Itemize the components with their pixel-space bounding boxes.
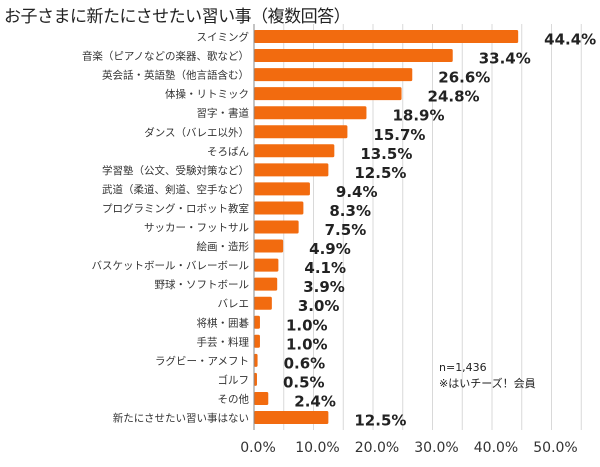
- category-label: 将棋・囲碁: [197, 316, 250, 329]
- x-axis-ticks: 0.0% 10.0% 20.0% 30.0% 40.0% 50.0%: [240, 440, 578, 456]
- value-label: 0.5%: [283, 373, 325, 391]
- value-label: 7.5%: [325, 221, 367, 239]
- bar: [254, 220, 299, 234]
- value-labels: 44.4%33.4%26.6%24.8%18.9%15.7%13.5%12.5%…: [283, 31, 596, 430]
- value-label: 44.4%: [544, 31, 596, 49]
- value-label: 2.4%: [294, 392, 336, 410]
- bar: [254, 258, 279, 272]
- category-label: 体操・リトミック: [165, 88, 249, 101]
- bar: [254, 315, 260, 329]
- x-tick-label: 30.0%: [414, 440, 458, 456]
- category-label: サッカー・フットサル: [144, 222, 249, 234]
- bar: [254, 411, 329, 424]
- bar: [254, 372, 257, 386]
- bars: [254, 30, 519, 424]
- value-label: 0.6%: [284, 354, 326, 372]
- bar: [254, 201, 304, 215]
- value-label: 24.8%: [428, 88, 480, 106]
- value-label: 12.5%: [354, 412, 406, 430]
- value-label: 15.7%: [373, 126, 425, 144]
- bar: [254, 296, 272, 310]
- category-label: ラグビー・アメフト: [155, 354, 249, 367]
- value-label: 26.6%: [438, 69, 490, 87]
- value-label: 33.4%: [479, 50, 531, 68]
- bar: [254, 182, 310, 196]
- category-label: 野球・ソフトボール: [155, 278, 250, 291]
- bar: [254, 144, 335, 158]
- category-label: ダンス（バレエ以外）: [144, 126, 249, 139]
- bar: [254, 277, 278, 291]
- category-label: その他: [218, 392, 250, 405]
- bar: [254, 49, 453, 63]
- bar: [254, 30, 519, 43]
- bar: [254, 239, 284, 253]
- bar: [254, 68, 413, 82]
- source-note: ※はいチーズ！会員: [439, 376, 536, 390]
- category-label: 英会話・英語塾（他言語含む）: [102, 69, 249, 82]
- x-tick-label: 0.0%: [240, 440, 276, 456]
- chart-title: お子さまに新たにさせたい習い事（複数回答）: [4, 7, 351, 27]
- bar: [254, 163, 329, 177]
- category-label: バレエ: [218, 298, 250, 310]
- category-label: スイミング: [197, 31, 250, 44]
- value-label: 4.1%: [304, 259, 346, 277]
- category-label: 新たにさせたい習い事はない: [113, 412, 249, 425]
- value-label: 9.4%: [336, 183, 378, 201]
- bar: [254, 125, 348, 139]
- bar: [254, 334, 260, 348]
- x-tick-label: 20.0%: [355, 440, 399, 456]
- value-label: 3.9%: [303, 278, 345, 296]
- category-label: 手芸・料理: [197, 335, 250, 348]
- value-label: 8.3%: [329, 202, 371, 220]
- value-label: 1.0%: [286, 316, 328, 334]
- bar: [254, 106, 367, 120]
- value-label: 13.5%: [360, 145, 412, 163]
- x-tick-label: 50.0%: [533, 440, 577, 456]
- category-label: プログラミング・ロボット教室: [102, 202, 249, 215]
- value-label: 4.9%: [309, 240, 351, 258]
- value-label: 3.0%: [298, 297, 340, 315]
- value-label: 12.5%: [354, 164, 406, 182]
- category-label: ゴルフ: [218, 373, 250, 386]
- x-tick-label: 10.0%: [295, 440, 339, 456]
- category-label: バスケットボール・バレーボール: [92, 260, 250, 272]
- x-tick-label: 40.0%: [474, 440, 518, 456]
- category-label: 武道（柔道、剣道、空手など）: [102, 183, 249, 196]
- value-label: 1.0%: [286, 335, 328, 353]
- category-label: 習字・書道: [197, 107, 250, 120]
- bar: [254, 391, 269, 405]
- category-label: 絵画・造形: [197, 240, 250, 253]
- category-label: 音楽（ピアノなどの楽器、歌など）: [82, 50, 249, 63]
- category-label: 学習塾（公文、受験対策など）: [102, 164, 249, 177]
- bar: [254, 353, 258, 367]
- sample-size-note: n=1,436: [439, 361, 487, 374]
- category-label: そろばん: [207, 146, 249, 158]
- value-label: 18.9%: [392, 107, 444, 125]
- bar: [254, 87, 402, 101]
